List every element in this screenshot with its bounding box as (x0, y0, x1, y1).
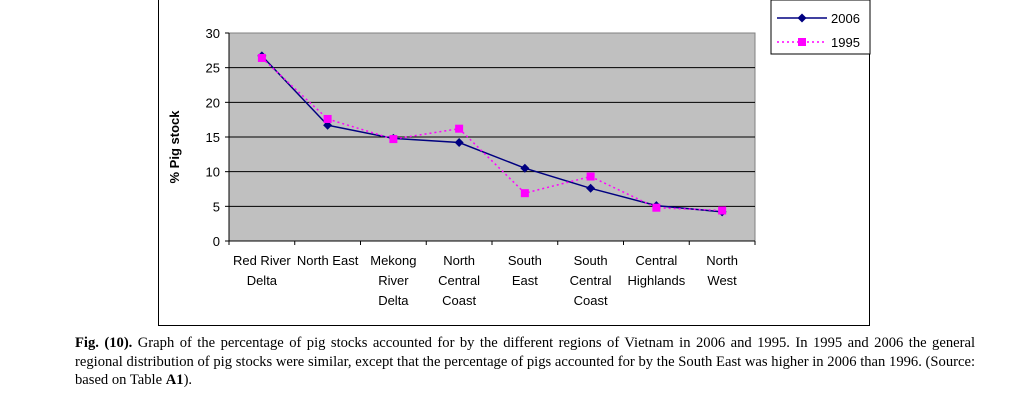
caption-text: Graph of the percentage of pig stocks ac… (75, 335, 975, 388)
x-tick-label: South (508, 253, 542, 268)
data-point-1995 (323, 114, 332, 123)
x-tick-label: West (707, 273, 737, 288)
data-point-1995 (520, 189, 529, 198)
x-tick-label: Central (438, 273, 480, 288)
x-tick-label: Delta (378, 293, 409, 308)
data-point-1995 (455, 124, 464, 133)
x-tick-label: North (443, 253, 475, 268)
y-tick-label: 5 (213, 199, 220, 214)
y-tick-label: 10 (206, 165, 220, 180)
y-tick-label: 15 (206, 130, 220, 145)
x-tick-label: North East (297, 253, 359, 268)
data-point-2006 (520, 163, 530, 173)
data-point-2006 (586, 183, 596, 193)
x-tick-label: South (574, 253, 608, 268)
chart: 0 5 10 15 20 25 30 Red River Delta North East Meko… (206, 0, 871, 308)
y-tick-label: 30 (206, 26, 220, 41)
legend-label-1995: 1995 (831, 35, 860, 50)
x-tick-label: Central (635, 253, 677, 268)
x-tick-label: Red River (233, 253, 291, 268)
x-tick-label: Highlands (627, 273, 685, 288)
data-point-1995 (586, 172, 595, 181)
x-tick-label: East (512, 273, 538, 288)
y-tick-label: 25 (206, 61, 220, 76)
y-tick-label: 0 (213, 234, 220, 249)
x-tick-label: River (378, 273, 409, 288)
data-point-2006 (454, 138, 464, 148)
legend-label-2006: 2006 (831, 11, 860, 26)
x-tick-label: Coast (442, 293, 476, 308)
x-tick-label: Central (570, 273, 612, 288)
data-point-1995 (389, 135, 398, 144)
data-point-1995 (652, 203, 661, 212)
data-point-1995 (257, 53, 266, 62)
y-axis-label-container: % Pig stock (167, 110, 182, 184)
caption-text-end: ). (183, 372, 193, 388)
x-tick-label: Coast (574, 293, 608, 308)
legend-box (770, 0, 871, 55)
x-tick-label: North (706, 253, 738, 268)
caption-label: Fig. (10). (75, 335, 133, 351)
x-tick-label: Mekong (370, 253, 416, 268)
legend-marker-1995 (798, 38, 806, 46)
series-line-1995 (261, 57, 723, 212)
caption-table-ref: A1 (165, 372, 184, 388)
legend-marker-2006 (797, 13, 807, 23)
y-tick-label: 20 (206, 95, 220, 110)
figure-caption: Fig. (10). Graph of the percentage of pi… (75, 334, 975, 390)
chart-frame: 0 5 10 15 20 25 30 Red River Delta North East Meko… (158, 0, 871, 326)
x-tick-label: Delta (247, 273, 278, 288)
data-point-1995 (718, 206, 727, 215)
y-axis-label: % Pig stock (167, 110, 182, 184)
